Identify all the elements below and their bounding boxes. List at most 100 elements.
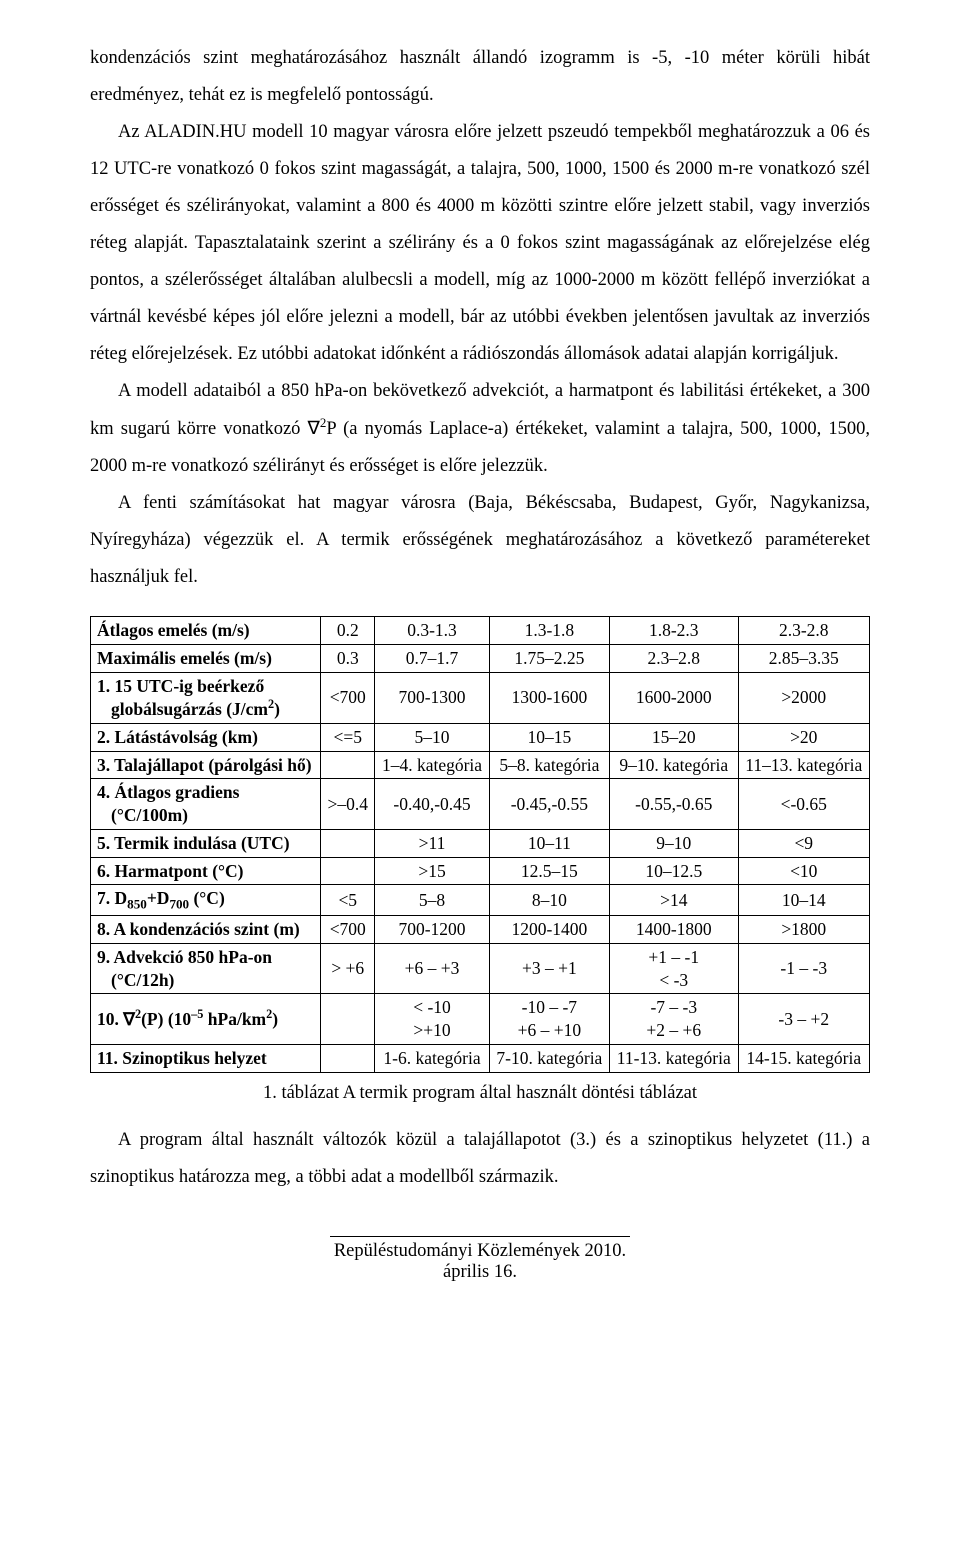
- cell-text: +1 – -1: [648, 947, 699, 967]
- label-text: globálsugárzás (J/cm: [97, 699, 268, 719]
- cell: >–0.4: [321, 779, 375, 830]
- cell: 0.3: [321, 644, 375, 672]
- cell: [321, 829, 375, 857]
- table-row: 2. Látástávolság (km) <=5 5–10 10–15 15–…: [91, 723, 870, 751]
- cell: 2.85–3.35: [738, 644, 869, 672]
- cell: -1 – -3: [738, 943, 869, 994]
- cell-text: -7 – -3: [650, 997, 697, 1017]
- row-label: Átlagos emelés (m/s): [91, 617, 321, 645]
- table-row: 10. ∇2(P) (10–5 hPa/km2) < -10 >+10 -10 …: [91, 994, 870, 1045]
- label-text: (P) (10: [141, 1009, 191, 1029]
- label-text: 10. ∇: [97, 1009, 135, 1029]
- cell-text: < -10: [413, 997, 451, 1017]
- paragraph-4: A fenti számításokat hat magyar városra …: [90, 485, 870, 596]
- label-text: (°C/12h): [97, 970, 174, 990]
- cell: -10 – -7 +6 – +10: [489, 994, 609, 1045]
- cell: 1200-1400: [489, 916, 609, 944]
- cell-text: >+10: [413, 1020, 450, 1040]
- cell: <700: [321, 672, 375, 723]
- row-label: 8. A kondenzációs szint (m): [91, 916, 321, 944]
- table-row: 1. 15 UTC-ig beérkező globálsugárzás (J/…: [91, 672, 870, 723]
- cell: <5: [321, 885, 375, 916]
- label-text: ): [272, 1009, 278, 1029]
- cell: 11-13. kategória: [610, 1044, 739, 1072]
- row-label: 6. Harmatpont (°C): [91, 857, 321, 885]
- cell: 1-6. kategória: [375, 1044, 489, 1072]
- row-label: 5. Termik indulása (UTC): [91, 829, 321, 857]
- cell: 1.3-1.8: [489, 617, 609, 645]
- cell: <10: [738, 857, 869, 885]
- label-text: +D: [147, 888, 170, 908]
- cell: 1400-1800: [610, 916, 739, 944]
- table-row: 3. Talajállapot (párolgási hő) 1–4. kate…: [91, 751, 870, 779]
- label-text: 4. Átlagos gradiens: [97, 782, 239, 802]
- cell: >15: [375, 857, 489, 885]
- cell: [321, 751, 375, 779]
- cell: [321, 857, 375, 885]
- row-label: 4. Átlagos gradiens (°C/100m): [91, 779, 321, 830]
- cell: [321, 1044, 375, 1072]
- row-label: 9. Advekció 850 hPa-on (°C/12h): [91, 943, 321, 994]
- subscript-700: 700: [169, 897, 189, 912]
- cell: 11–13. kategória: [738, 751, 869, 779]
- cell: 1–4. kategória: [375, 751, 489, 779]
- cell-text: -10 – -7: [522, 997, 577, 1017]
- label-text: ): [274, 699, 280, 719]
- cell: 1.8-2.3: [610, 617, 739, 645]
- table-caption: 1. táblázat A termik program által haszn…: [90, 1083, 870, 1104]
- row-label: 11. Szinoptikus helyzet: [91, 1044, 321, 1072]
- label-text: 9. Advekció 850 hPa-on: [97, 947, 272, 967]
- cell: -0.40,-0.45: [375, 779, 489, 830]
- decision-table: Átlagos emelés (m/s) 0.2 0.3-1.3 1.3-1.8…: [90, 616, 870, 1072]
- cell: 10–14: [738, 885, 869, 916]
- cell: +3 – +1: [489, 943, 609, 994]
- cell: 10–11: [489, 829, 609, 857]
- table-row: 8. A kondenzációs szint (m) <700 700-120…: [91, 916, 870, 944]
- label-text: (°C): [189, 888, 225, 908]
- cell: 10–15: [489, 723, 609, 751]
- cell: -7 – -3 +2 – +6: [610, 994, 739, 1045]
- cell: 9–10. kategória: [610, 751, 739, 779]
- cell: 5–8: [375, 885, 489, 916]
- table-row: 11. Szinoptikus helyzet 1-6. kategória 7…: [91, 1044, 870, 1072]
- cell: +1 – -1 < -3: [610, 943, 739, 994]
- cell: +6 – +3: [375, 943, 489, 994]
- cell: >14: [610, 885, 739, 916]
- cell: <700: [321, 916, 375, 944]
- cell: 700-1300: [375, 672, 489, 723]
- decision-table-wrap: Átlagos emelés (m/s) 0.2 0.3-1.3 1.3-1.8…: [90, 616, 870, 1103]
- cell: >2000: [738, 672, 869, 723]
- cell: 15–20: [610, 723, 739, 751]
- cell: -0.45,-0.55: [489, 779, 609, 830]
- cell: 14-15. kategória: [738, 1044, 869, 1072]
- cell: 0.7–1.7: [375, 644, 489, 672]
- cell: 2.3-2.8: [738, 617, 869, 645]
- cell: > +6: [321, 943, 375, 994]
- cell: >20: [738, 723, 869, 751]
- cell-text: +6 – +10: [518, 1020, 582, 1040]
- cell-text: +2 – +6: [646, 1020, 701, 1040]
- cell: 1.75–2.25: [489, 644, 609, 672]
- cell: 5–8. kategória: [489, 751, 609, 779]
- paragraph-2: Az ALADIN.HU modell 10 magyar városra el…: [90, 114, 870, 373]
- cell: -0.55,-0.65: [610, 779, 739, 830]
- cell: <9: [738, 829, 869, 857]
- paragraph-1: kondenzációs szint meghatározásához hasz…: [90, 40, 870, 114]
- cell: [321, 994, 375, 1045]
- label-text: 7. D: [97, 888, 127, 908]
- label-text: hPa/km: [203, 1009, 266, 1029]
- table-row: 5. Termik indulása (UTC) >11 10–11 9–10 …: [91, 829, 870, 857]
- page-footer: Repüléstudományi Közlemények 2010. ápril…: [330, 1236, 630, 1283]
- superscript-neg5: –5: [191, 1007, 203, 1021]
- cell: 7-10. kategória: [489, 1044, 609, 1072]
- cell: 8–10: [489, 885, 609, 916]
- cell-text: < -3: [659, 970, 688, 990]
- label-text: (°C/100m): [97, 805, 188, 825]
- table-row: 4. Átlagos gradiens (°C/100m) >–0.4 -0.4…: [91, 779, 870, 830]
- cell: 10–12.5: [610, 857, 739, 885]
- cell: 5–10: [375, 723, 489, 751]
- table-row: Átlagos emelés (m/s) 0.2 0.3-1.3 1.3-1.8…: [91, 617, 870, 645]
- row-label: 2. Látástávolság (km): [91, 723, 321, 751]
- label-text: 1. 15 UTC-ig beérkező: [97, 676, 264, 696]
- paragraph-3: A modell adataiból a 850 hPa-on bekövetk…: [90, 373, 870, 485]
